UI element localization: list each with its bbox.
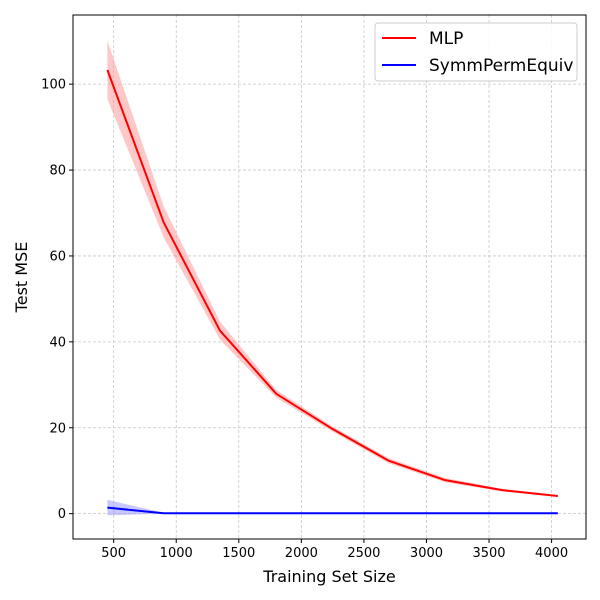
y-tick-label: 40 bbox=[49, 335, 66, 350]
x-tick-label: 4000 bbox=[535, 546, 568, 561]
x-tick-label: 3000 bbox=[410, 546, 443, 561]
y-tick-label: 100 bbox=[41, 78, 66, 93]
x-tick-label: 1500 bbox=[222, 546, 255, 561]
x-tick-label: 2500 bbox=[347, 546, 380, 561]
legend: MLP SymmPermEquiv bbox=[374, 22, 578, 82]
y-tick-label: 60 bbox=[49, 249, 66, 264]
y-tick-label: 80 bbox=[49, 164, 66, 179]
y-tick-label: 20 bbox=[49, 421, 66, 436]
y-tick-label: 0 bbox=[58, 507, 66, 522]
confidence-band-symmpermequiv bbox=[107, 499, 558, 516]
series-lines bbox=[106, 69, 558, 515]
confidence-bands bbox=[107, 40, 558, 516]
grid-lines bbox=[73, 15, 586, 539]
x-tick-label: 500 bbox=[101, 546, 126, 561]
x-axis-title: Training Set Size bbox=[262, 567, 395, 586]
x-tick-label: 1000 bbox=[160, 546, 193, 561]
axis-ticks: 500 1000 1500 2000 2500 3000 3500 4000 0 20 40 60 80… bbox=[41, 78, 568, 561]
axes-frame bbox=[72, 14, 587, 540]
y-axis-title: Test MSE bbox=[12, 242, 31, 314]
x-tick-label: 3500 bbox=[472, 546, 505, 561]
legend-label-mlp: MLP bbox=[429, 29, 463, 49]
x-tick-label: 2000 bbox=[285, 546, 318, 561]
legend-label-symmpermequiv: SymmPermEquiv bbox=[429, 56, 573, 76]
legend-box bbox=[374, 22, 578, 82]
